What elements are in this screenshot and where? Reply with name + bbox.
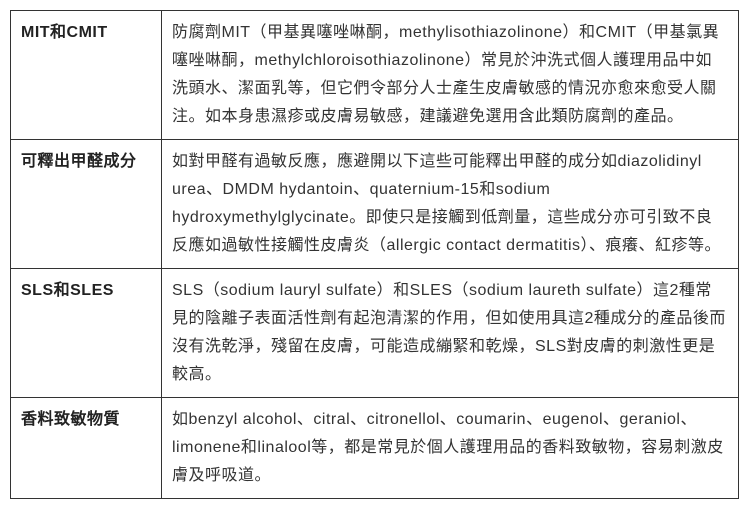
row-label: MIT和CMIT <box>11 11 162 140</box>
table-row: 香料致敏物質 如benzyl alcohol、citral、citronello… <box>11 398 739 499</box>
row-label: 可釋出甲醛成分 <box>11 140 162 269</box>
row-content: 如對甲醛有過敏反應，應避開以下這些可能釋出甲醛的成分如diazolidinyl … <box>162 140 739 269</box>
table-row: MIT和CMIT 防腐劑MIT（甲基異噻唑啉酮，methylisothiazol… <box>11 11 739 140</box>
row-content: SLS（sodium lauryl sulfate）和SLES（sodium l… <box>162 269 739 398</box>
row-label: SLS和SLES <box>11 269 162 398</box>
ingredients-table: MIT和CMIT 防腐劑MIT（甲基異噻唑啉酮，methylisothiazol… <box>10 10 739 499</box>
row-label: 香料致敏物質 <box>11 398 162 499</box>
table-row: 可釋出甲醛成分 如對甲醛有過敏反應，應避開以下這些可能釋出甲醛的成分如diazo… <box>11 140 739 269</box>
row-content: 防腐劑MIT（甲基異噻唑啉酮，methylisothiazolinone）和CM… <box>162 11 739 140</box>
table-row: SLS和SLES SLS（sodium lauryl sulfate）和SLES… <box>11 269 739 398</box>
row-content: 如benzyl alcohol、citral、citronellol、couma… <box>162 398 739 499</box>
